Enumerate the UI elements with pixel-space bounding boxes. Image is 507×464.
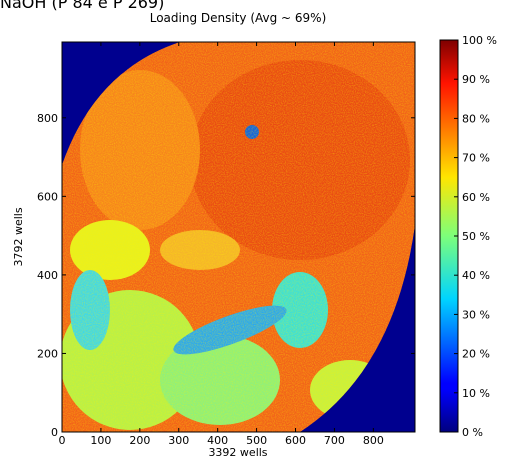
colorbar-tick-label: 50 % [462,230,490,243]
x-tick-label: 600 [285,434,306,447]
colorbar-tick-label: 20 % [462,348,490,361]
colorbar-tick-label: 10 % [462,387,490,400]
colorbar-tick-label: 40 % [462,269,490,282]
x-tick-label: 0 [59,434,66,447]
x-tick-label: 400 [207,434,228,447]
x-axis-label: 3392 wells [208,446,267,459]
x-tick-label: 500 [246,434,267,447]
colorbar-tick-label: 60 % [462,191,490,204]
colorbar-tick-label: 100 % [462,34,497,47]
colorbar-tick-label: 90 % [462,73,490,86]
colorbar-tick-label: 0 % [462,426,483,439]
colorbar-tick-label: 80 % [462,112,490,125]
y-tick-label: 600 [37,190,58,203]
colorbar-tick-label: 30 % [462,308,490,321]
y-tick-label: 0 [51,426,58,439]
x-tick-label: 800 [363,434,384,447]
chart-title: Loading Density (Avg ~ 69%) [150,11,327,25]
colorbar-tick-label: 70 % [462,152,490,165]
axes-frame [61,41,416,433]
y-tick-label: 400 [37,269,58,282]
y-tick-label: 200 [37,347,58,360]
x-tick-label: 100 [90,434,111,447]
x-tick-label: 700 [324,434,345,447]
x-tick-label: 200 [129,434,150,447]
y-axis-label: 3792 wells [12,207,25,266]
heatmap-image [62,42,415,432]
y-tick-label: 800 [37,112,58,125]
x-tick-label: 300 [168,434,189,447]
suptitle: NaOH (P 84 e P 269) [0,0,164,12]
